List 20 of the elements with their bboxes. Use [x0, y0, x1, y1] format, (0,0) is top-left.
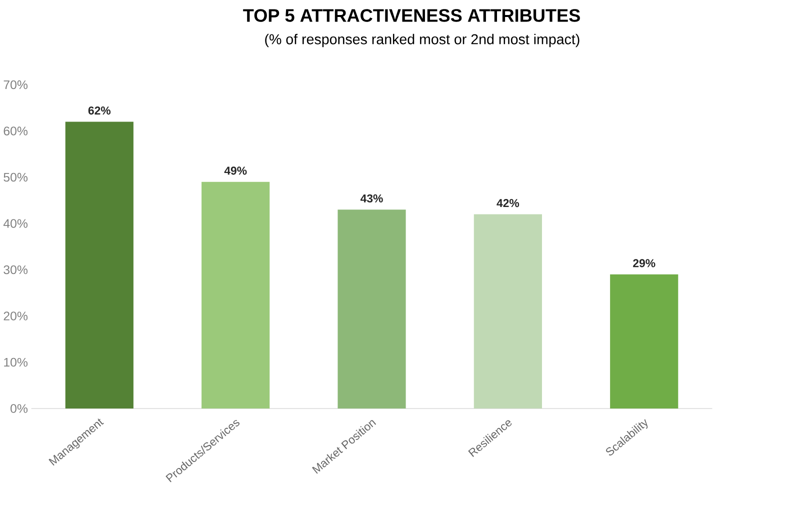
bar [65, 122, 134, 409]
data-label: 29% [633, 259, 656, 268]
y-tick-label: 20% [4, 312, 28, 321]
data-label: 43% [360, 194, 383, 203]
y-tick-label: 10% [4, 358, 28, 367]
y-tick-label: 30% [4, 266, 28, 274]
y-tick-label: 60% [4, 126, 28, 136]
bar [338, 210, 406, 409]
bar [202, 182, 270, 409]
bar [474, 214, 542, 409]
chart-subtitle: (% of responses ranked most or 2nd most impact) [265, 34, 580, 48]
chart-title: TOP 5 ATTRACTIVENESS ATTRIBUTES [243, 9, 580, 22]
data-label: 62% [88, 106, 111, 115]
data-label: 49% [224, 166, 247, 175]
y-tick-label: 40% [3, 219, 28, 228]
data-label: 42% [496, 199, 520, 208]
y-tick-label: 50% [4, 173, 28, 182]
y-tick-label: 70% [4, 80, 28, 90]
bar [610, 274, 678, 409]
y-tick-label: 0% [10, 404, 28, 414]
